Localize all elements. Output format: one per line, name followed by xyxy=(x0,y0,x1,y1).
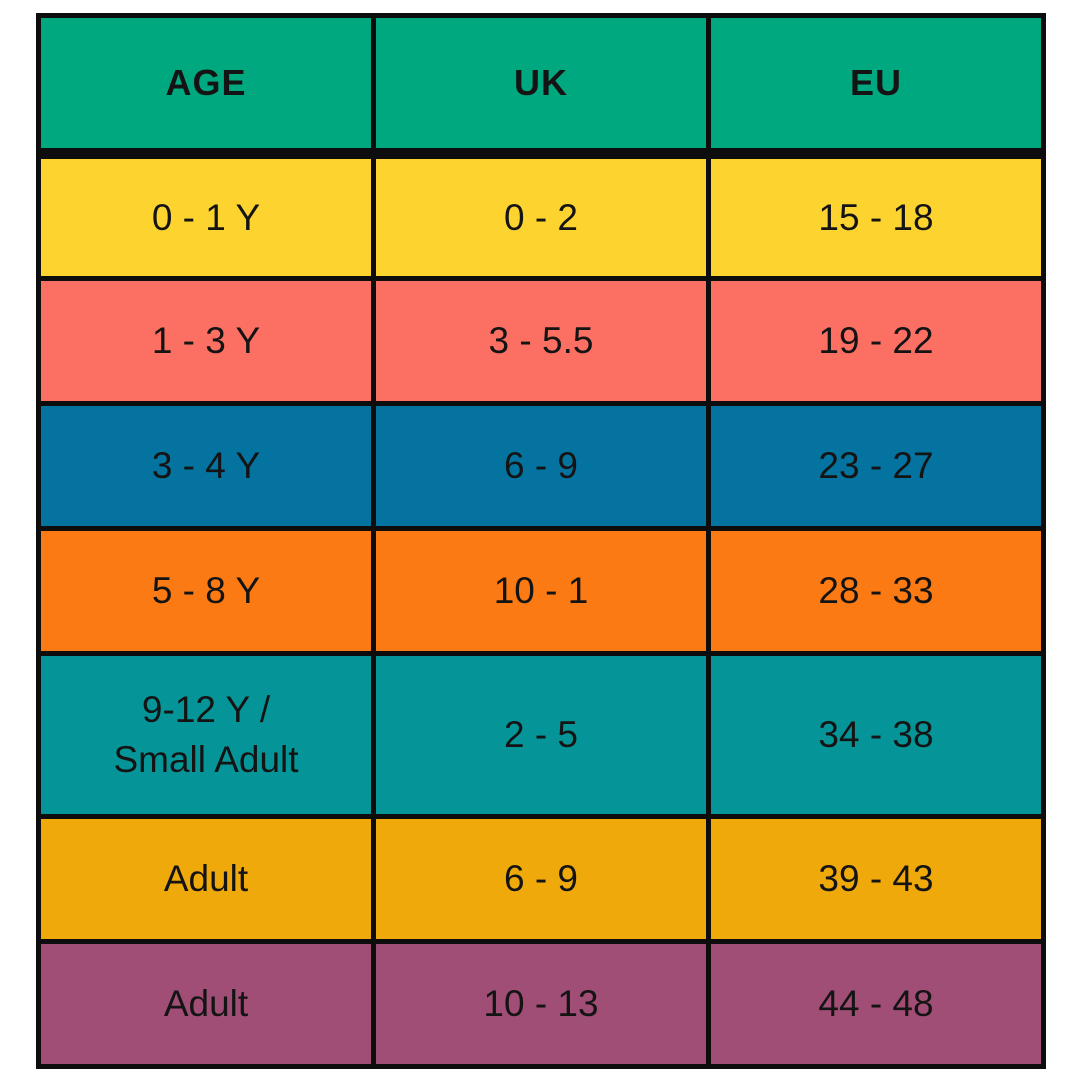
table-row: 5 - 8 Y 10 - 1 28 - 33 xyxy=(36,526,1046,656)
eu-size-cell: 39 - 43 xyxy=(706,814,1046,944)
uk-size-cell: 6 - 9 xyxy=(371,814,711,944)
eu-size-cell: 23 - 27 xyxy=(706,401,1046,531)
age-cell: 5 - 8 Y xyxy=(36,526,376,656)
header-cell-eu: EU xyxy=(706,13,1046,159)
header-cell-age: AGE xyxy=(36,13,376,159)
uk-size-cell: 6 - 9 xyxy=(371,401,711,531)
header-row: AGE UK EU xyxy=(36,13,1046,159)
uk-size-cell: 10 - 1 xyxy=(371,526,711,656)
table-row: Adult 6 - 9 39 - 43 xyxy=(36,814,1046,944)
uk-size-cell: 0 - 2 xyxy=(371,151,711,281)
age-cell: Adult xyxy=(36,814,376,944)
age-cell: 9-12 Y / Small Adult xyxy=(36,651,376,819)
age-cell: 3 - 4 Y xyxy=(36,401,376,531)
size-chart-table: AGE UK EU 0 - 1 Y 0 - 2 15 - 18 1 - 3 Y … xyxy=(36,13,1046,1069)
eu-size-cell: 15 - 18 xyxy=(706,151,1046,281)
table-row: Adult 10 - 13 44 - 48 xyxy=(36,939,1046,1069)
eu-size-cell: 28 - 33 xyxy=(706,526,1046,656)
table-row: 1 - 3 Y 3 - 5.5 19 - 22 xyxy=(36,276,1046,406)
age-cell: 1 - 3 Y xyxy=(36,276,376,406)
uk-size-cell: 2 - 5 xyxy=(371,651,711,819)
table-row: 9-12 Y / Small Adult 2 - 5 34 - 38 xyxy=(36,651,1046,819)
age-cell: 0 - 1 Y xyxy=(36,151,376,281)
table-row: 0 - 1 Y 0 - 2 15 - 18 xyxy=(36,151,1046,281)
eu-size-cell: 34 - 38 xyxy=(706,651,1046,819)
table-header: AGE UK EU xyxy=(36,13,1046,159)
table-row: 3 - 4 Y 6 - 9 23 - 27 xyxy=(36,401,1046,531)
age-cell: Adult xyxy=(36,939,376,1069)
uk-size-cell: 10 - 13 xyxy=(371,939,711,1069)
eu-size-cell: 44 - 48 xyxy=(706,939,1046,1069)
table-body: 0 - 1 Y 0 - 2 15 - 18 1 - 3 Y 3 - 5.5 19… xyxy=(36,151,1046,1069)
eu-size-cell: 19 - 22 xyxy=(706,276,1046,406)
uk-size-cell: 3 - 5.5 xyxy=(371,276,711,406)
header-cell-uk: UK xyxy=(371,13,711,159)
